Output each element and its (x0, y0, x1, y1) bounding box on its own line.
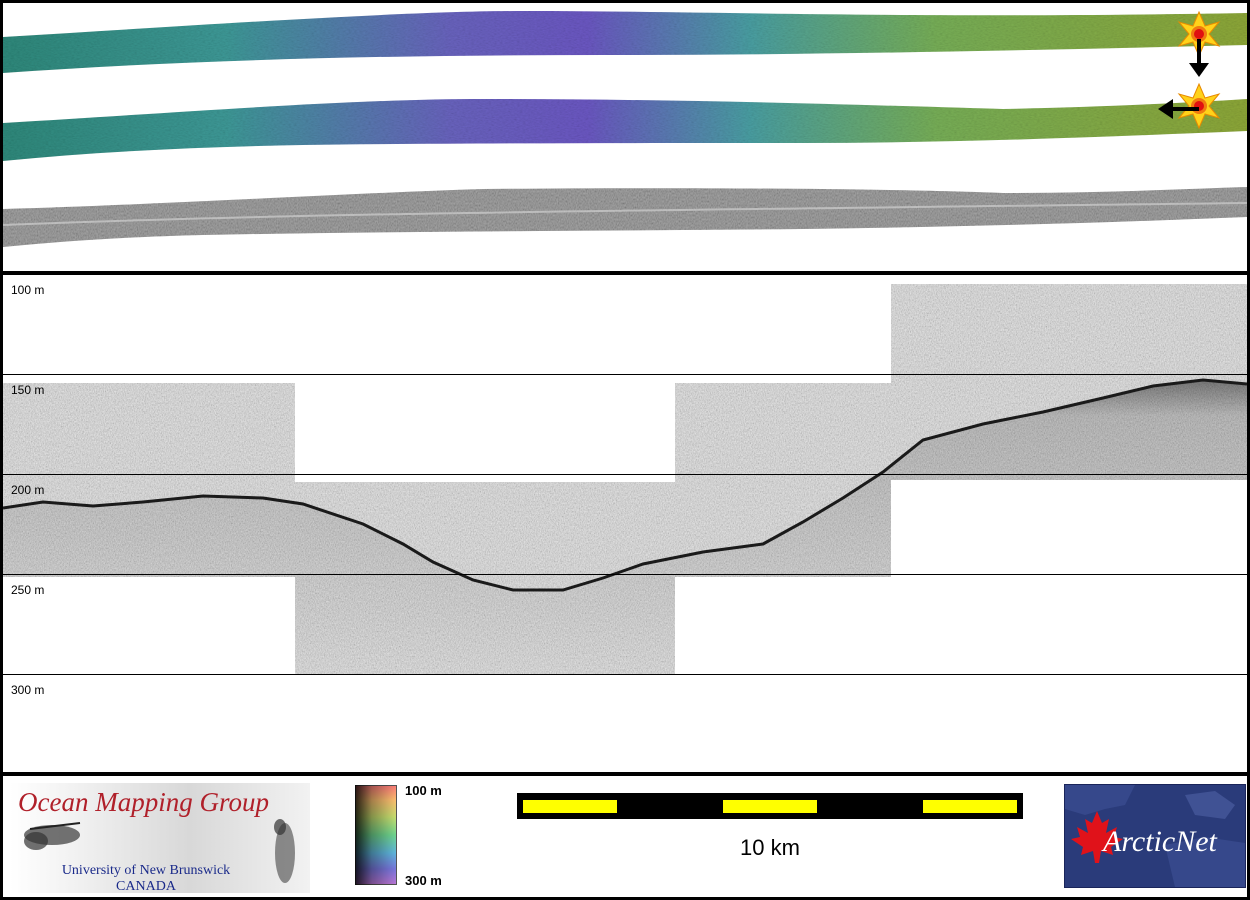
depth-gridline (3, 474, 1247, 475)
scale-bar-segment (923, 800, 1017, 813)
arrow-down-icon (1189, 39, 1209, 77)
panel-divider (0, 271, 1250, 275)
arcticnet-logo: ArcticNet (1064, 784, 1246, 888)
survey-vessel-icon (24, 819, 295, 883)
scale-bar-label: 10 km (740, 835, 800, 860)
depth-label-300: 300 m (11, 683, 45, 697)
footer-panel: Ocean Mapping Group University of New Br… (3, 779, 1247, 897)
scale-bar (517, 793, 1023, 819)
arcticnet-wordmark: ArcticNet (1103, 825, 1217, 858)
depth-label-150: 150 m (11, 383, 45, 397)
maple-leaf-icon (1071, 811, 1123, 863)
bathymetry-strip-2 (3, 99, 1247, 161)
seafloor-subbottom (3, 380, 1247, 675)
depth-label-200: 200 m (11, 483, 45, 497)
omg-title: Ocean Mapping Group (18, 787, 269, 817)
backscatter-strip (3, 187, 1247, 247)
panel-divider (0, 772, 1250, 776)
seafloor-reflector (3, 378, 1247, 592)
omg-country: CANADA (116, 879, 176, 894)
depth-label-250: 250 m (11, 583, 45, 597)
subbottom-profile-panel: 100 m 150 m 200 m 250 m 300 m (3, 278, 1247, 772)
scale-bar-segment (523, 800, 617, 813)
bathymetry-strip-1 (3, 11, 1247, 73)
omg-university: University of New Brunswick (61, 863, 231, 878)
arrow-left-icon (1158, 99, 1199, 119)
depth-gridline (3, 674, 1247, 675)
swath-maps-panel (3, 3, 1247, 271)
colorbar-shading (355, 785, 397, 885)
colorbar-top-label: 100 m (405, 783, 442, 798)
depth-gridline (3, 374, 1247, 375)
depth-label-100: 100 m (11, 283, 45, 297)
depth-gridline (3, 574, 1247, 575)
ocean-mapping-group-logo: Ocean Mapping Group University of New Br… (10, 783, 310, 894)
swath-maps-svg (3, 10, 1247, 247)
profile-svg (3, 284, 1247, 675)
colorbar-bottom-label: 300 m (405, 873, 442, 888)
scale-bar-segment (723, 800, 817, 813)
